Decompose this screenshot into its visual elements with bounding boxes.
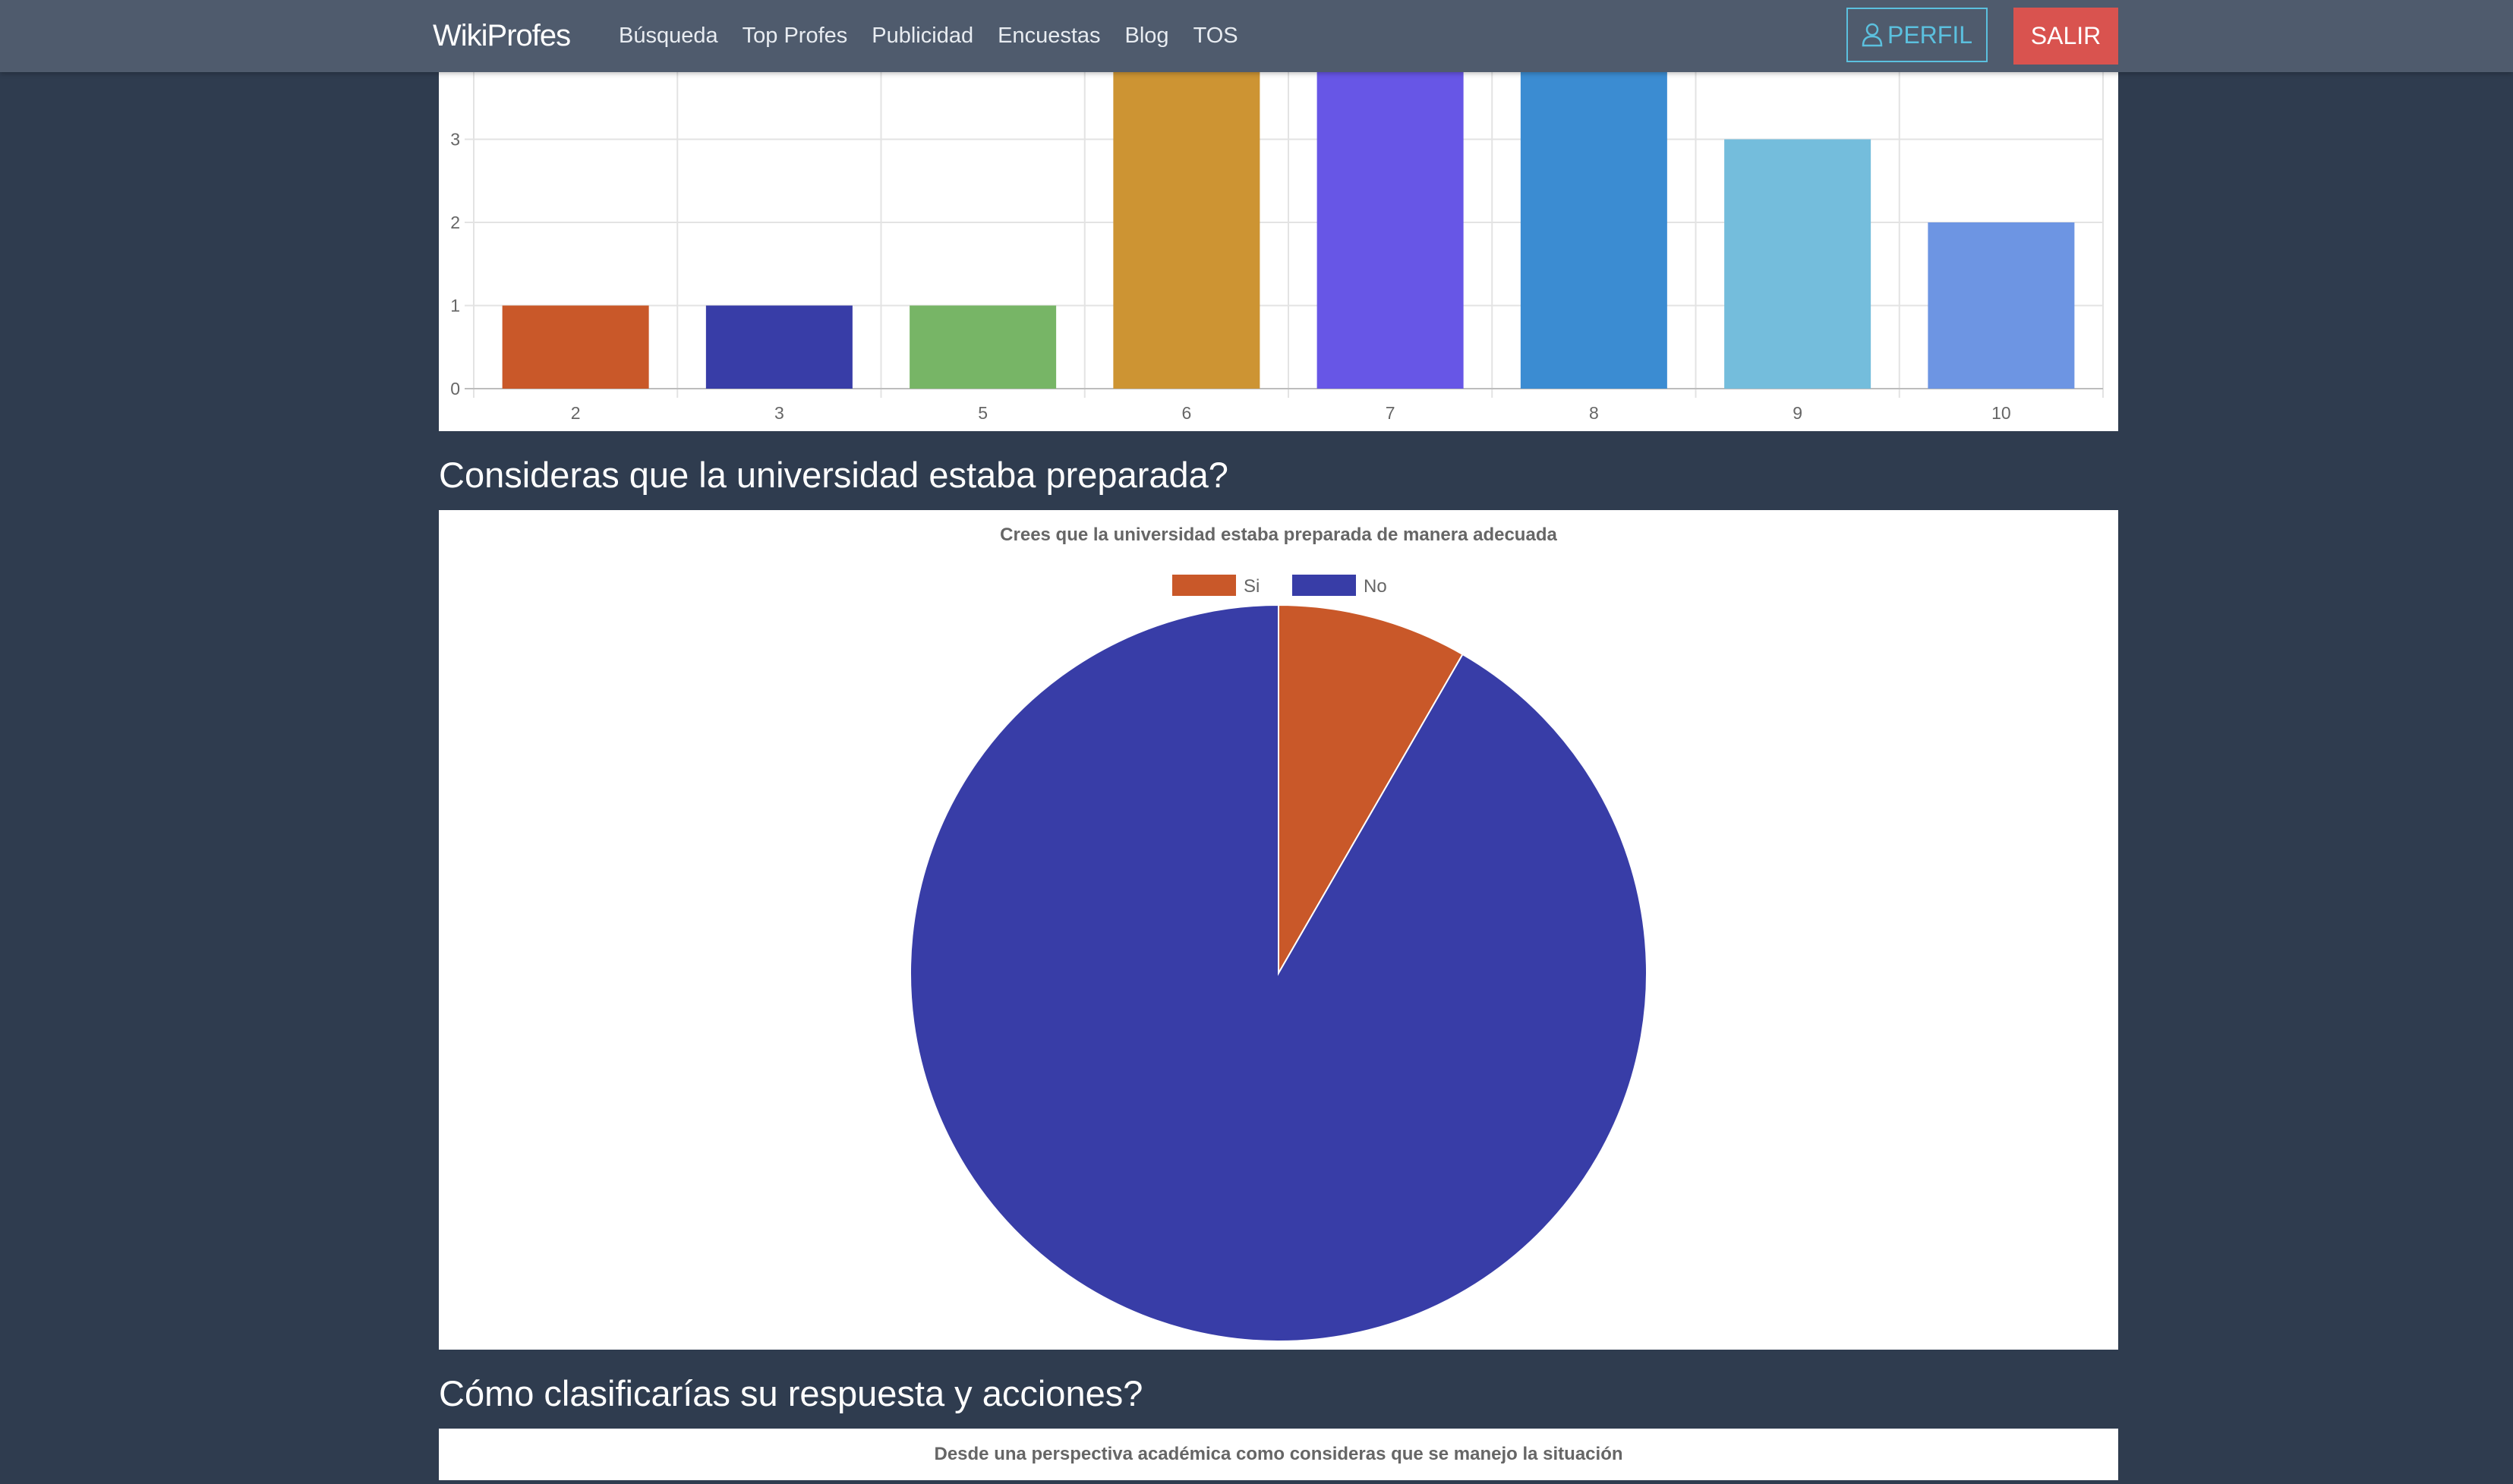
legend-label-no: No bbox=[1364, 576, 1387, 597]
bar-chart-panel: 0 1 2 3 2 3 5 6 7 8 9 10 bbox=[439, 56, 2118, 431]
nav-link-top-profes[interactable]: Top Profes bbox=[742, 24, 848, 48]
user-icon bbox=[1862, 23, 1883, 47]
x-tick-label: 5 bbox=[978, 403, 988, 423]
pie-legend: Si No bbox=[1172, 575, 1387, 597]
perfil-label: PERFIL bbox=[1887, 20, 1973, 49]
y-tick-label: 3 bbox=[450, 130, 460, 150]
nav-link-publicidad[interactable]: Publicidad bbox=[872, 24, 974, 48]
bar-9[interactable] bbox=[1724, 139, 1871, 389]
bar-2[interactable] bbox=[502, 305, 649, 389]
section-heading-preparada: Consideras que la universidad estaba pre… bbox=[439, 455, 1228, 495]
x-tick-label: 7 bbox=[1386, 403, 1395, 423]
salir-button[interactable]: SALIR bbox=[2013, 8, 2118, 65]
nav-link-encuestas[interactable]: Encuestas bbox=[998, 24, 1101, 48]
pie-chart: Crees que la universidad estaba preparad… bbox=[910, 525, 1647, 1342]
nav-links: Búsqueda Top Profes Publicidad Encuestas… bbox=[619, 0, 1263, 72]
pie-slice-no[interactable] bbox=[910, 603, 1647, 1342]
brand-logo[interactable]: WikiProfes bbox=[433, 19, 571, 52]
x-tick-label: 3 bbox=[774, 403, 784, 423]
nav-link-tos[interactable]: TOS bbox=[1193, 24, 1238, 48]
bar-chart: 0 1 2 3 2 3 5 6 7 8 9 10 bbox=[450, 56, 2104, 423]
perfil-button[interactable]: PERFIL bbox=[1846, 8, 1988, 62]
pie-chart-title: Crees que la universidad estaba preparad… bbox=[1000, 525, 1557, 545]
y-tick-label: 1 bbox=[450, 296, 460, 316]
y-tick-label: 0 bbox=[450, 379, 460, 399]
y-tick-label: 2 bbox=[450, 213, 460, 232]
x-tick-label: 2 bbox=[571, 403, 581, 423]
bar-3[interactable] bbox=[705, 305, 853, 389]
x-tick-label: 6 bbox=[1181, 403, 1191, 423]
pie-chart-panel: Crees que la universidad estaba preparad… bbox=[439, 510, 2118, 1350]
nav-link-blog[interactable]: Blog bbox=[1124, 24, 1169, 48]
third-chart-panel: Desde una perspectiva académica como con… bbox=[439, 1429, 2118, 1480]
bar-10[interactable] bbox=[1928, 222, 2075, 389]
x-tick-label: 9 bbox=[1793, 403, 1802, 423]
third-chart: Desde una perspectiva académica como con… bbox=[934, 1444, 1622, 1464]
navbar: WikiProfes Búsqueda Top Profes Publicida… bbox=[0, 0, 2513, 72]
x-tick-label: 10 bbox=[1991, 403, 2011, 423]
x-tick-label: 8 bbox=[1589, 403, 1599, 423]
legend-swatch-no[interactable] bbox=[1292, 575, 1356, 596]
bar-8[interactable] bbox=[1520, 56, 1667, 389]
pie-slice-si[interactable] bbox=[1278, 603, 1464, 976]
legend-label-si: Si bbox=[1244, 576, 1260, 597]
bar-6[interactable] bbox=[1113, 56, 1260, 389]
bar-7[interactable] bbox=[1316, 56, 1464, 389]
bar-5[interactable] bbox=[910, 305, 1057, 389]
third-chart-title: Desde una perspectiva académica como con… bbox=[934, 1444, 1622, 1464]
nav-link-busqueda[interactable]: Búsqueda bbox=[619, 24, 718, 48]
section-heading-clasificacion: Cómo clasificarías su respuesta y accion… bbox=[439, 1373, 1143, 1413]
legend-swatch-si[interactable] bbox=[1172, 575, 1236, 596]
